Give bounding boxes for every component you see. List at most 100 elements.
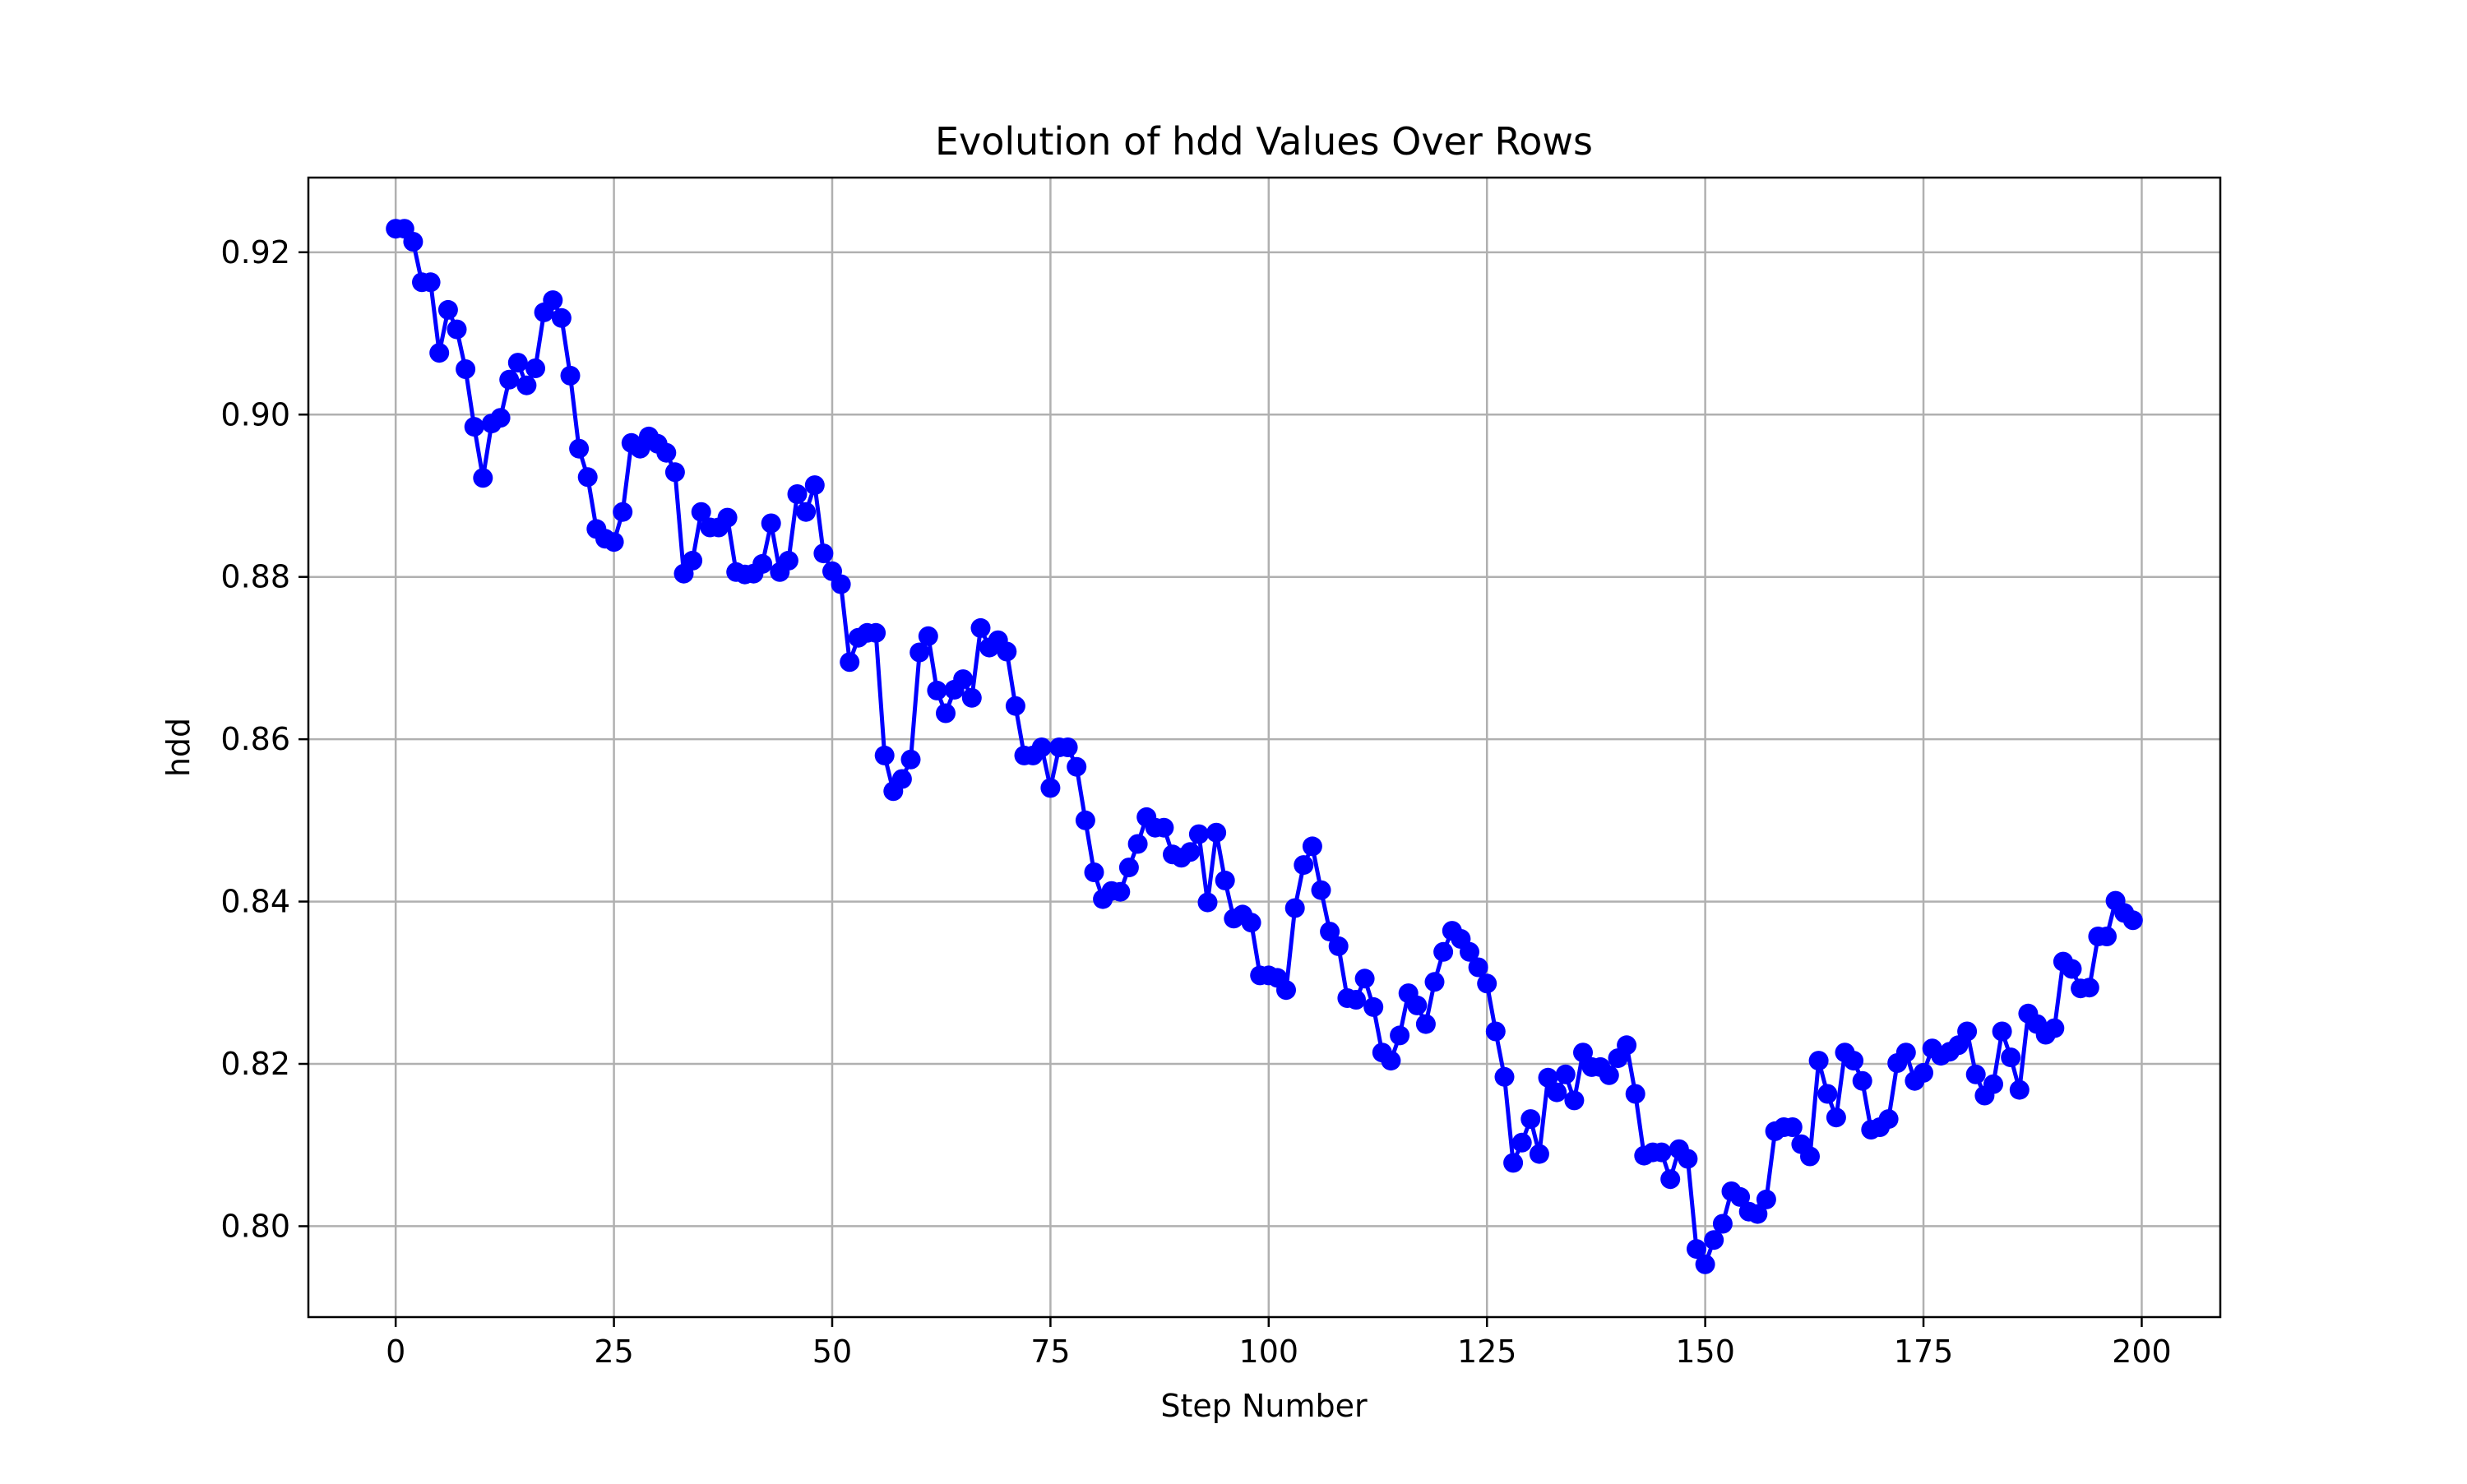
data-point bbox=[1895, 1042, 1916, 1063]
data-point bbox=[551, 307, 572, 328]
plot-frame bbox=[307, 176, 2222, 1319]
data-point bbox=[1625, 1084, 1645, 1104]
data-point bbox=[1844, 1051, 1864, 1071]
data-point bbox=[1965, 1064, 1986, 1084]
data-point bbox=[1817, 1084, 1838, 1104]
data-point bbox=[752, 553, 773, 574]
data-point bbox=[1127, 834, 1148, 854]
data-point bbox=[1328, 936, 1349, 956]
data-point bbox=[429, 343, 450, 363]
data-point bbox=[1058, 737, 1078, 757]
data-point bbox=[1084, 862, 1104, 882]
data-point bbox=[656, 442, 677, 463]
x-tick-label: 50 bbox=[812, 1334, 852, 1370]
data-point bbox=[420, 272, 441, 293]
data-point bbox=[813, 543, 834, 564]
data-point bbox=[1678, 1149, 1698, 1169]
data-point bbox=[891, 769, 912, 789]
data-point bbox=[1188, 824, 1209, 844]
data-point bbox=[1433, 941, 1454, 962]
data-point bbox=[910, 642, 930, 663]
data-point bbox=[1808, 1051, 1829, 1071]
data-point bbox=[840, 652, 860, 673]
data-point bbox=[473, 468, 493, 488]
data-point bbox=[1005, 696, 1025, 716]
data-point bbox=[1485, 1021, 1506, 1042]
data-point bbox=[1573, 1042, 1593, 1063]
chart-title: Evolution of hdd Values Over Rows bbox=[935, 119, 1593, 164]
data-point bbox=[1695, 1254, 1715, 1274]
data-series bbox=[386, 219, 2143, 1274]
data-point bbox=[1747, 1204, 1768, 1224]
data-point bbox=[464, 417, 484, 437]
data-point bbox=[778, 550, 798, 571]
data-point bbox=[1660, 1169, 1681, 1190]
data-point bbox=[1477, 973, 1497, 994]
data-point bbox=[961, 687, 982, 708]
data-point bbox=[1529, 1144, 1549, 1164]
data-point bbox=[1415, 1014, 1436, 1034]
data-point bbox=[1460, 941, 1479, 962]
data-point bbox=[683, 550, 703, 571]
data-point bbox=[761, 513, 781, 534]
data-point bbox=[1468, 957, 1488, 978]
y-tick-label: 0.90 bbox=[220, 396, 290, 432]
data-point bbox=[1067, 756, 1087, 777]
data-point bbox=[1206, 822, 1227, 843]
data-point bbox=[804, 475, 825, 496]
data-point bbox=[1407, 995, 1428, 1015]
data-point bbox=[1564, 1090, 1585, 1111]
data-point bbox=[2044, 1018, 2065, 1038]
data-point bbox=[1031, 737, 1052, 757]
data-point bbox=[936, 703, 956, 724]
data-point bbox=[1276, 980, 1296, 1001]
data-point bbox=[560, 365, 581, 386]
data-point bbox=[1957, 1021, 1978, 1042]
x-tick-label: 200 bbox=[2112, 1334, 2172, 1370]
data-point bbox=[787, 484, 808, 504]
data-point bbox=[1992, 1021, 2012, 1042]
y-axis-label: hdd bbox=[160, 718, 197, 777]
x-tick-label: 100 bbox=[1239, 1334, 1299, 1370]
data-point bbox=[927, 680, 947, 700]
data-point bbox=[456, 359, 476, 379]
data-point bbox=[918, 626, 938, 646]
data-point bbox=[1617, 1035, 1637, 1056]
data-point bbox=[1154, 817, 1174, 838]
data-point bbox=[1363, 996, 1384, 1017]
y-tick-label: 0.88 bbox=[220, 559, 290, 595]
data-point bbox=[507, 353, 528, 373]
data-point bbox=[1687, 1239, 1706, 1260]
data-point bbox=[1215, 870, 1235, 890]
data-point bbox=[1704, 1230, 1724, 1251]
data-point bbox=[1075, 810, 1095, 830]
data-point bbox=[1197, 892, 1218, 913]
data-point bbox=[1302, 836, 1322, 857]
data-point bbox=[1180, 842, 1201, 862]
axis-ticks: 0 25 50 75 100 125 150 175 200 0.80 0.82 0.84 0.86 0.… bbox=[220, 234, 2171, 1370]
data-point bbox=[2009, 1079, 2030, 1100]
y-tick-label: 0.84 bbox=[220, 884, 290, 920]
x-axis-label: Step Number bbox=[1160, 1388, 1368, 1424]
data-point bbox=[1381, 1051, 1401, 1071]
data-point bbox=[874, 745, 895, 765]
x-tick-label: 0 bbox=[386, 1334, 405, 1370]
data-point bbox=[604, 532, 624, 552]
data-point bbox=[1782, 1117, 1803, 1137]
data-point bbox=[1284, 898, 1305, 918]
data-point bbox=[1390, 1025, 1410, 1046]
data-point bbox=[1241, 913, 1261, 933]
data-point bbox=[1651, 1142, 1672, 1163]
data-point bbox=[1294, 855, 1314, 876]
data-point bbox=[1756, 1189, 1776, 1209]
y-tick-label: 0.86 bbox=[220, 721, 290, 757]
y-tick-label: 0.82 bbox=[220, 1046, 290, 1082]
x-tick-label: 125 bbox=[1457, 1334, 1517, 1370]
data-point bbox=[1040, 778, 1061, 798]
data-point bbox=[490, 408, 511, 428]
data-point bbox=[970, 617, 991, 638]
data-point bbox=[569, 438, 590, 459]
data-point bbox=[499, 369, 520, 390]
data-point bbox=[1914, 1062, 1933, 1083]
